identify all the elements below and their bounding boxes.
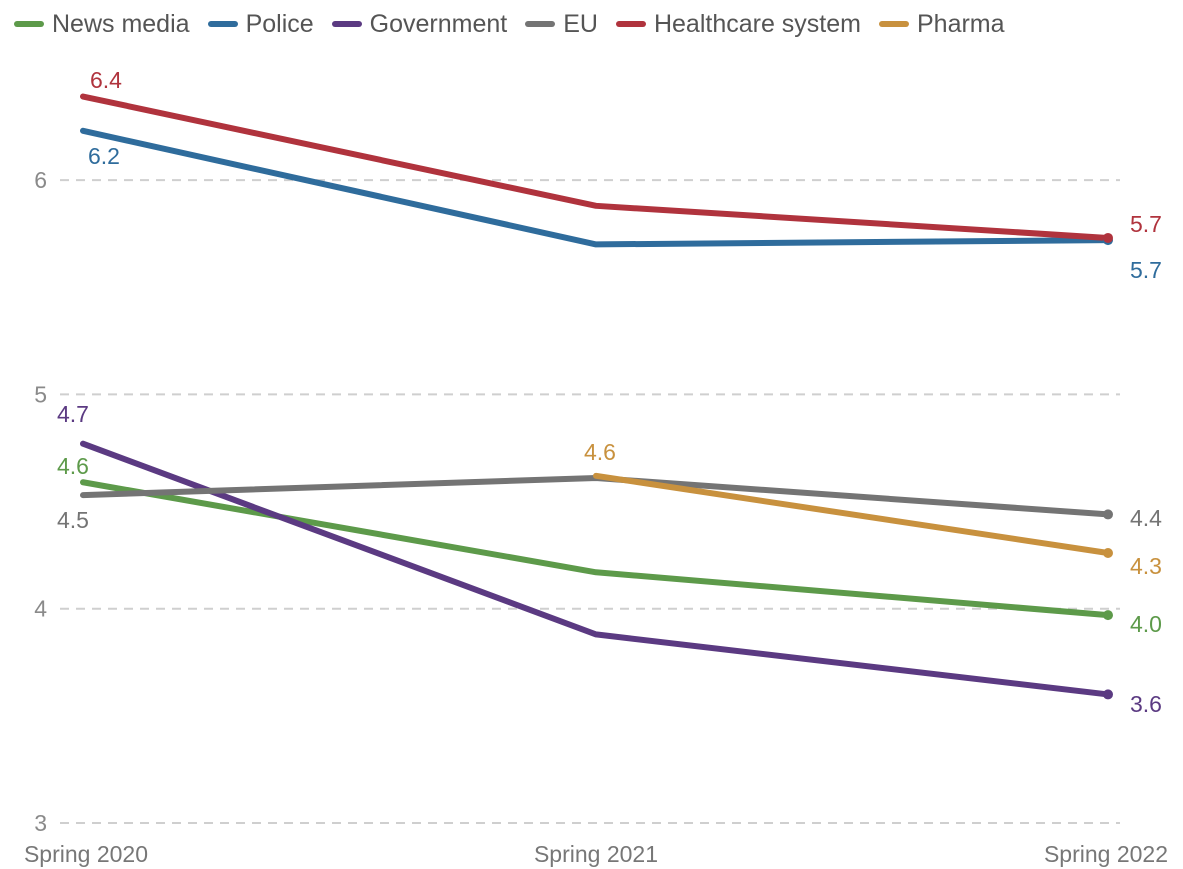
y-tick-label: 5 [34, 381, 47, 407]
legend-label: News media [52, 9, 190, 38]
legend-item-pharma: Pharma [878, 9, 1005, 39]
end-dot-eu [1103, 509, 1113, 520]
y-tick-label: 4 [34, 596, 47, 622]
x-axis-ticks: Spring 2020 Spring 2021 Spring 2022 [24, 841, 1168, 867]
series-line-healthcare-system [80, 93, 1111, 241]
value-labels: 4.6 4.0 6.2 5.7 4.7 3.6 4.5 4.4 6.4 5.7 4.6 4.3 [57, 67, 1162, 717]
legend-swatch [525, 21, 556, 27]
x-tick-label: Spring 2021 [534, 841, 658, 867]
y-tick-label: 6 [34, 167, 47, 193]
legend-label: Healthcare system [653, 9, 861, 38]
legend-label: Government [369, 9, 508, 38]
series-line-police [80, 127, 1111, 248]
series-line-pharma [593, 472, 1111, 556]
value-label-government: 4.7 [57, 401, 89, 427]
legend-item-news-media: News media [14, 10, 190, 39]
series-lines [80, 93, 1111, 698]
legend-item-eu: EU [525, 10, 598, 39]
value-label-government: 3.6 [1130, 691, 1162, 717]
x-tick-label: Spring 2022 [1044, 841, 1168, 867]
legend-swatch [331, 21, 362, 27]
x-tick-label: Spring 2020 [24, 841, 148, 867]
value-label-news-media: 4.0 [1130, 611, 1162, 637]
end-dot-government [1103, 689, 1113, 700]
value-label-eu: 4.4 [1130, 505, 1162, 531]
value-label-police: 5.7 [1130, 257, 1162, 283]
grid-lines [60, 179, 1120, 824]
value-label-news-media: 4.6 [57, 453, 89, 479]
end-dot-healthcare-system [1103, 232, 1113, 243]
legend-label: Pharma [916, 9, 1005, 38]
legend-item-government: Government [331, 9, 508, 39]
value-label-healthcare-system: 6.4 [90, 67, 122, 93]
series-end-dots [1103, 232, 1113, 700]
series-line-government [80, 440, 1111, 698]
end-dot-news-media [1103, 610, 1113, 621]
legend-item-police: Police [207, 9, 314, 39]
value-label-eu: 4.5 [57, 507, 89, 533]
legend-label: Police [245, 9, 314, 38]
y-axis-ticks: 3 4 5 6 [34, 167, 47, 836]
legend-swatch [207, 21, 238, 27]
legend-item-healthcare-system: Healthcare system [615, 9, 861, 39]
end-dot-pharma [1103, 547, 1113, 558]
value-label-healthcare-system: 5.7 [1130, 211, 1162, 237]
legend-swatch [878, 21, 909, 27]
legend-label: EU [563, 9, 598, 38]
legend-swatch [615, 21, 646, 27]
chart-legend: News media Police Government EU Healthcare s… [14, 8, 1005, 40]
value-label-police: 6.2 [88, 143, 120, 169]
value-label-pharma: 4.6 [584, 439, 616, 465]
legend-swatch [14, 21, 44, 27]
value-label-pharma: 4.3 [1130, 553, 1162, 579]
y-tick-label: 3 [34, 810, 47, 836]
series-line-news-media [80, 479, 1111, 619]
